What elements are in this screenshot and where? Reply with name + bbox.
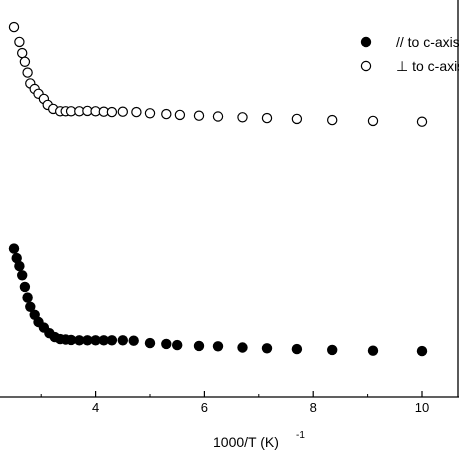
data-point bbox=[161, 338, 172, 350]
data-point bbox=[261, 112, 273, 124]
data-point bbox=[327, 114, 338, 126]
data-point bbox=[14, 36, 25, 48]
legend-label: // to c-axis bbox=[396, 34, 459, 50]
data-point bbox=[17, 47, 28, 59]
data-point bbox=[25, 301, 36, 312]
data-point bbox=[14, 260, 25, 272]
data-point bbox=[193, 110, 205, 121]
data-point bbox=[17, 270, 28, 281]
data-point bbox=[98, 335, 110, 346]
data-point bbox=[261, 343, 273, 354]
data-point bbox=[8, 21, 20, 33]
data-point bbox=[22, 292, 33, 303]
data-point bbox=[144, 337, 156, 349]
data-point bbox=[144, 108, 156, 119]
data-point bbox=[416, 345, 428, 357]
axis-labels: 1000/T (K) -1 bbox=[213, 430, 305, 450]
x-tick-label: 8 bbox=[310, 400, 317, 415]
x-tick-label: 4 bbox=[92, 400, 99, 415]
data-point bbox=[174, 109, 186, 121]
x-tick-label: 6 bbox=[201, 400, 208, 415]
data-point bbox=[367, 345, 379, 356]
data-point bbox=[327, 344, 338, 356]
data-point bbox=[19, 56, 31, 68]
data-point bbox=[117, 335, 128, 346]
data-point bbox=[291, 113, 303, 125]
data-point bbox=[172, 339, 183, 351]
data-point bbox=[22, 67, 33, 78]
data-point bbox=[367, 115, 379, 127]
data-point bbox=[237, 112, 248, 123]
data-point bbox=[161, 108, 172, 120]
data-point bbox=[117, 106, 129, 117]
data-point bbox=[19, 281, 31, 293]
data-point bbox=[416, 116, 428, 127]
data-point bbox=[237, 342, 248, 353]
series-2 bbox=[8, 21, 428, 127]
data-point bbox=[11, 252, 22, 264]
data-point bbox=[65, 334, 77, 346]
data-point bbox=[74, 335, 85, 346]
data-point bbox=[212, 341, 224, 352]
data-point bbox=[131, 106, 142, 118]
legend-marker bbox=[360, 60, 372, 72]
x-axis-label: 1000/T (K) bbox=[213, 434, 279, 450]
legend: // to c-axis ⊥ to c-axis bbox=[360, 34, 459, 74]
data-point bbox=[8, 243, 20, 254]
data-point bbox=[212, 111, 224, 122]
data-point bbox=[82, 335, 93, 346]
x-tick-label: 10 bbox=[415, 400, 429, 415]
legend-label: ⊥ to c-axis bbox=[396, 58, 459, 74]
data-point bbox=[193, 340, 205, 352]
axes: 4 6 8 10 bbox=[0, 0, 459, 415]
data-marks bbox=[8, 21, 428, 357]
data-point bbox=[291, 343, 303, 355]
series-1 bbox=[8, 243, 428, 357]
data-point bbox=[106, 106, 118, 118]
data-point bbox=[128, 335, 139, 346]
data-point bbox=[106, 335, 118, 346]
x-axis-label-exponent: -1 bbox=[296, 430, 305, 441]
legend-marker bbox=[360, 36, 372, 48]
data-point bbox=[90, 335, 101, 346]
